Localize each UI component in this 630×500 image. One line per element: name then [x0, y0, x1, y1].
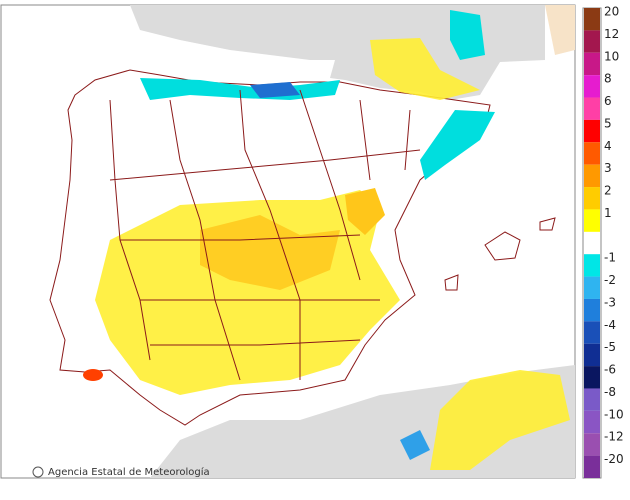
legend-swatch: [584, 187, 600, 210]
warm-area: [345, 188, 385, 235]
ibiza: [444, 274, 459, 291]
legend-swatch: [584, 97, 600, 120]
land-ne: [545, 5, 575, 55]
legend-swatch: [584, 209, 600, 232]
legend-swatch: [584, 276, 600, 299]
warm-area: [200, 215, 340, 290]
legend-swatch: [584, 8, 600, 31]
legend-swatch: [584, 410, 600, 434]
legend-swatch: [584, 343, 600, 367]
legend-swatch: [584, 388, 600, 411]
copyright-icon: [32, 466, 44, 478]
legend-label: 6: [604, 94, 612, 108]
warm-area: [370, 38, 480, 100]
legend-label: -20: [604, 452, 624, 466]
legend-swatch: [584, 142, 600, 165]
legend-swatch: [584, 52, 600, 76]
cool-area: [420, 110, 495, 180]
map: Agencia Estatal de Meteorología: [0, 4, 576, 479]
legend-swatch: [584, 75, 600, 98]
legend-label: -10: [604, 407, 624, 421]
legend-label: 4: [604, 139, 612, 153]
legend-label: -5: [604, 340, 616, 354]
legend-swatch: [584, 164, 600, 188]
province-borders: [109, 89, 421, 381]
credit: Agencia Estatal de Meteorología: [48, 466, 210, 478]
legend-swatch: [584, 455, 600, 478]
legend-label: 2: [604, 184, 612, 198]
legend-label: -12: [604, 430, 624, 444]
legend-label: -4: [604, 318, 616, 332]
legend-label: 3: [604, 161, 612, 175]
legend-swatch: [584, 119, 600, 143]
legend-label: -2: [604, 273, 616, 287]
legend-label: -8: [604, 385, 616, 399]
legend-swatch: [584, 321, 600, 344]
legend-label: 20: [604, 5, 619, 19]
cool-area: [250, 82, 300, 98]
legend-label: 12: [604, 27, 619, 41]
legend: 20 12 10 8 6 5 4 3 2 1 -1 -2 -3 -4 -5 -6 -8 -10 -12 -20: [582, 5, 624, 479]
legend-swatch: [584, 254, 600, 277]
legend-label: 1: [604, 206, 612, 220]
legend-swatch: [584, 30, 600, 53]
legend-swatch: [584, 366, 600, 389]
mallorca: [484, 231, 521, 261]
legend-label: -3: [604, 295, 616, 309]
legend-label: 8: [604, 72, 612, 86]
hot-spot: [83, 369, 103, 381]
legend-swatch: [584, 298, 600, 322]
legend-label: 10: [604, 49, 619, 63]
legend-label: -1: [604, 251, 616, 265]
cool-area: [450, 10, 485, 60]
legend-swatch: [584, 433, 600, 456]
legend-label: 5: [604, 116, 612, 130]
menorca: [539, 217, 556, 231]
legend-label: -6: [604, 363, 616, 377]
cool-area: [400, 430, 430, 460]
warm-area: [430, 370, 570, 470]
